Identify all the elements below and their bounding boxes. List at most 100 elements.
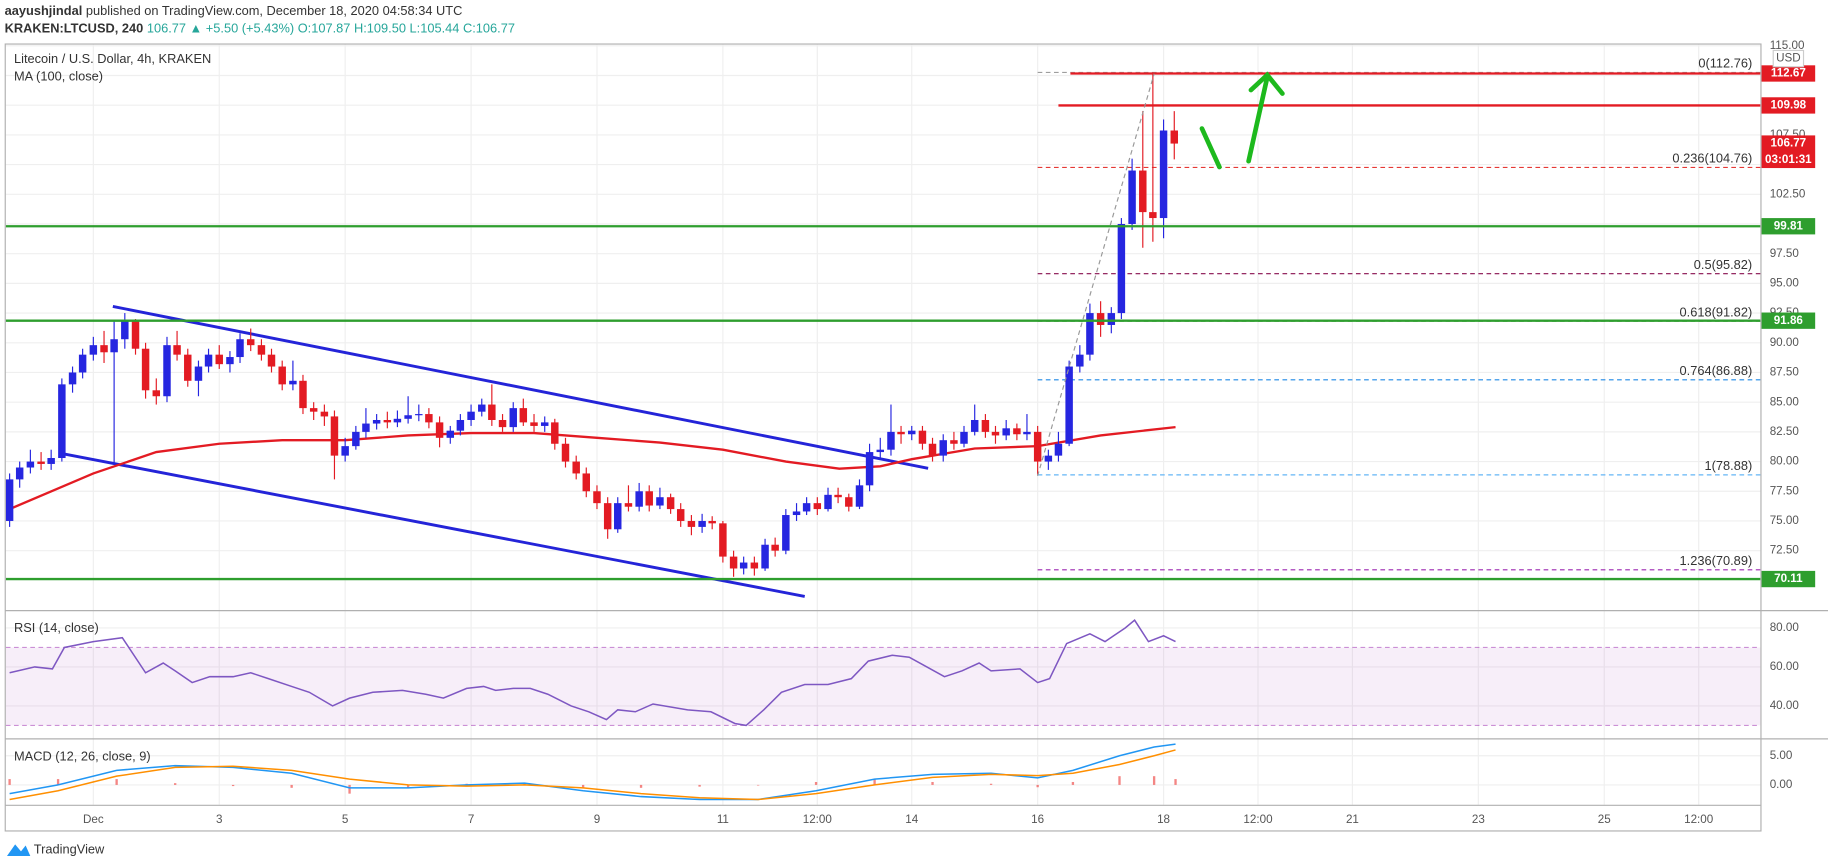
x-tick-label: 23 [1472,813,1485,826]
y-tick-label: 40.00 [1770,699,1800,712]
y-tick-label: 90.00 [1770,336,1800,349]
macd-histogram-bar [1036,784,1039,788]
candle-body [425,414,433,423]
candle-body [897,431,905,435]
candle-body [415,414,423,416]
candle-body [761,544,769,569]
candle-body [372,419,381,424]
price-tag [1761,570,1816,588]
candle-body [1044,455,1053,462]
x-tick-label: Dec [83,813,104,826]
candle-body [782,515,790,551]
candle-body [309,408,318,412]
y-tick-label: 0.00 [1770,778,1793,791]
candle-body [551,422,559,444]
candle-body [289,380,297,385]
candle-body [184,354,192,381]
candle-body [1086,313,1094,355]
candle-body [236,339,244,358]
candle-body [352,431,360,447]
candle-body [698,520,706,527]
candle-body [1096,313,1105,325]
x-tick-label: 21 [1346,813,1359,826]
macd-histogram-bar [56,779,60,785]
candle-body [865,452,874,486]
macd-histogram-bar [174,783,177,785]
x-tick-label: 14 [905,813,918,826]
x-tick-label: 12:00 [1684,813,1714,826]
y-tick-label: 82.50 [1770,425,1800,438]
candle-body [478,404,486,412]
price-tag-text: 112.67 [1771,67,1806,80]
currency-box [1772,49,1805,68]
y-tick-label: 102.50 [1770,187,1806,200]
price-tag-text: 99.81 [1774,219,1804,232]
rsi-title: RSI (14, close) [14,620,99,635]
candle-body [666,497,675,510]
y-tick-label: 85.00 [1770,395,1800,408]
currency: USD [1776,52,1801,65]
channel-line [112,305,929,470]
price-tag [1761,218,1816,235]
price-tag [1761,65,1816,82]
candle-body [813,503,822,510]
candle-body [68,372,77,385]
candle-body [635,491,643,507]
candle-body [404,415,412,419]
candle-body [1013,428,1021,435]
candle-body [435,422,444,438]
macd-histogram-bar [931,781,934,785]
price-tag [1761,97,1816,114]
candle-body [970,419,979,432]
candle-body [1023,431,1031,435]
candle-body [561,443,570,462]
footer: TradingView [34,842,105,857]
candle-body [1117,223,1126,314]
macd-histogram-bar [873,779,876,785]
candle-body [656,497,664,506]
macd-histogram-bar [989,783,993,785]
candle-body [121,321,129,340]
candle-body [163,345,171,397]
candle-body [834,494,842,498]
candle-body [1139,170,1147,213]
candle-body [1065,366,1073,444]
candle-body [845,497,853,507]
candle-body [530,422,538,426]
candle-body [540,422,549,426]
candle-body [5,479,14,521]
y-tick-label: 97.50 [1770,247,1800,260]
y-tick-label: 5.00 [1770,749,1793,762]
x-tick-label: 9 [594,813,600,826]
candle-body [593,491,601,504]
candle-body [918,430,927,444]
candle-body [299,380,307,409]
candle-body [152,390,161,397]
macd-histogram-bar [1152,776,1156,785]
candle-body [887,431,895,450]
fib-label: 0.618(91.82) [1680,304,1753,319]
candle-body [824,494,832,510]
author: aayushjindal [5,3,83,18]
candle-body [488,404,496,420]
arrows [1199,71,1285,170]
candle-body [603,503,612,530]
candle-body [320,411,329,417]
candle-body [393,418,402,423]
candle-body [676,509,685,521]
price-tag [1761,312,1816,329]
macd-histogram-bar [698,784,701,787]
candle-body [1159,130,1168,219]
macd-histogram-bar [1174,779,1177,785]
candle-body [498,419,507,428]
x-tick-label: 12:00 [803,813,833,826]
candle-body [330,416,339,456]
moving-average [9,425,1176,511]
macd-histogram-bar [523,783,526,785]
indicator-title: MA (100, close) [14,69,103,84]
candle-body [939,440,947,456]
candle-body [341,446,349,456]
change: 106.77 ▲ +5.50 (+5.43%) [147,21,294,36]
